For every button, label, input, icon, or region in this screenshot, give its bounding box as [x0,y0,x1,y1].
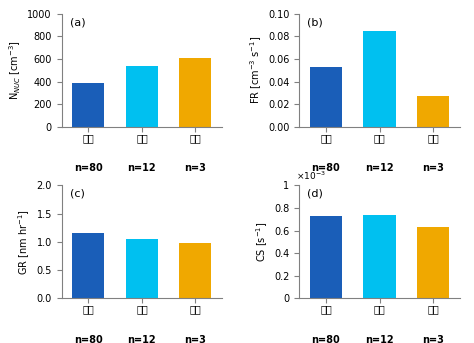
Bar [417,96,449,127]
Y-axis label: GR [nm hr$^{-1}$]: GR [nm hr$^{-1}$] [17,209,32,275]
Bar [126,66,158,127]
Text: n=12: n=12 [128,163,156,173]
Bar [310,67,342,127]
Text: n=12: n=12 [128,334,156,343]
Text: n=80: n=80 [311,163,340,173]
Text: n=80: n=80 [311,334,340,343]
Bar [179,243,211,298]
Text: (d): (d) [307,189,323,199]
Bar [310,216,342,298]
Bar [126,239,158,298]
Bar [364,31,396,127]
Text: n=3: n=3 [184,163,206,173]
Text: n=80: n=80 [74,334,103,343]
Text: n=3: n=3 [184,334,206,343]
Text: n=3: n=3 [422,163,444,173]
Bar [179,58,211,127]
Bar [73,234,104,298]
Y-axis label: CS [s$^{-1}$]: CS [s$^{-1}$] [255,222,270,262]
Text: (a): (a) [70,17,85,27]
Bar [364,215,396,298]
Text: n=12: n=12 [365,163,394,173]
Text: n=80: n=80 [74,163,103,173]
Y-axis label: FR [cm$^{-3}$ s$^{-1}$]: FR [cm$^{-3}$ s$^{-1}$] [248,36,264,104]
Text: (b): (b) [307,17,323,27]
Bar [73,83,104,127]
Bar [417,227,449,298]
Text: n=12: n=12 [365,334,394,343]
Text: $\times10^{-3}$: $\times10^{-3}$ [296,170,326,182]
Text: (c): (c) [70,189,84,199]
Y-axis label: N$_{NUC}$ [cm$^{-3}$]: N$_{NUC}$ [cm$^{-3}$] [8,40,23,100]
Text: n=3: n=3 [422,334,444,343]
